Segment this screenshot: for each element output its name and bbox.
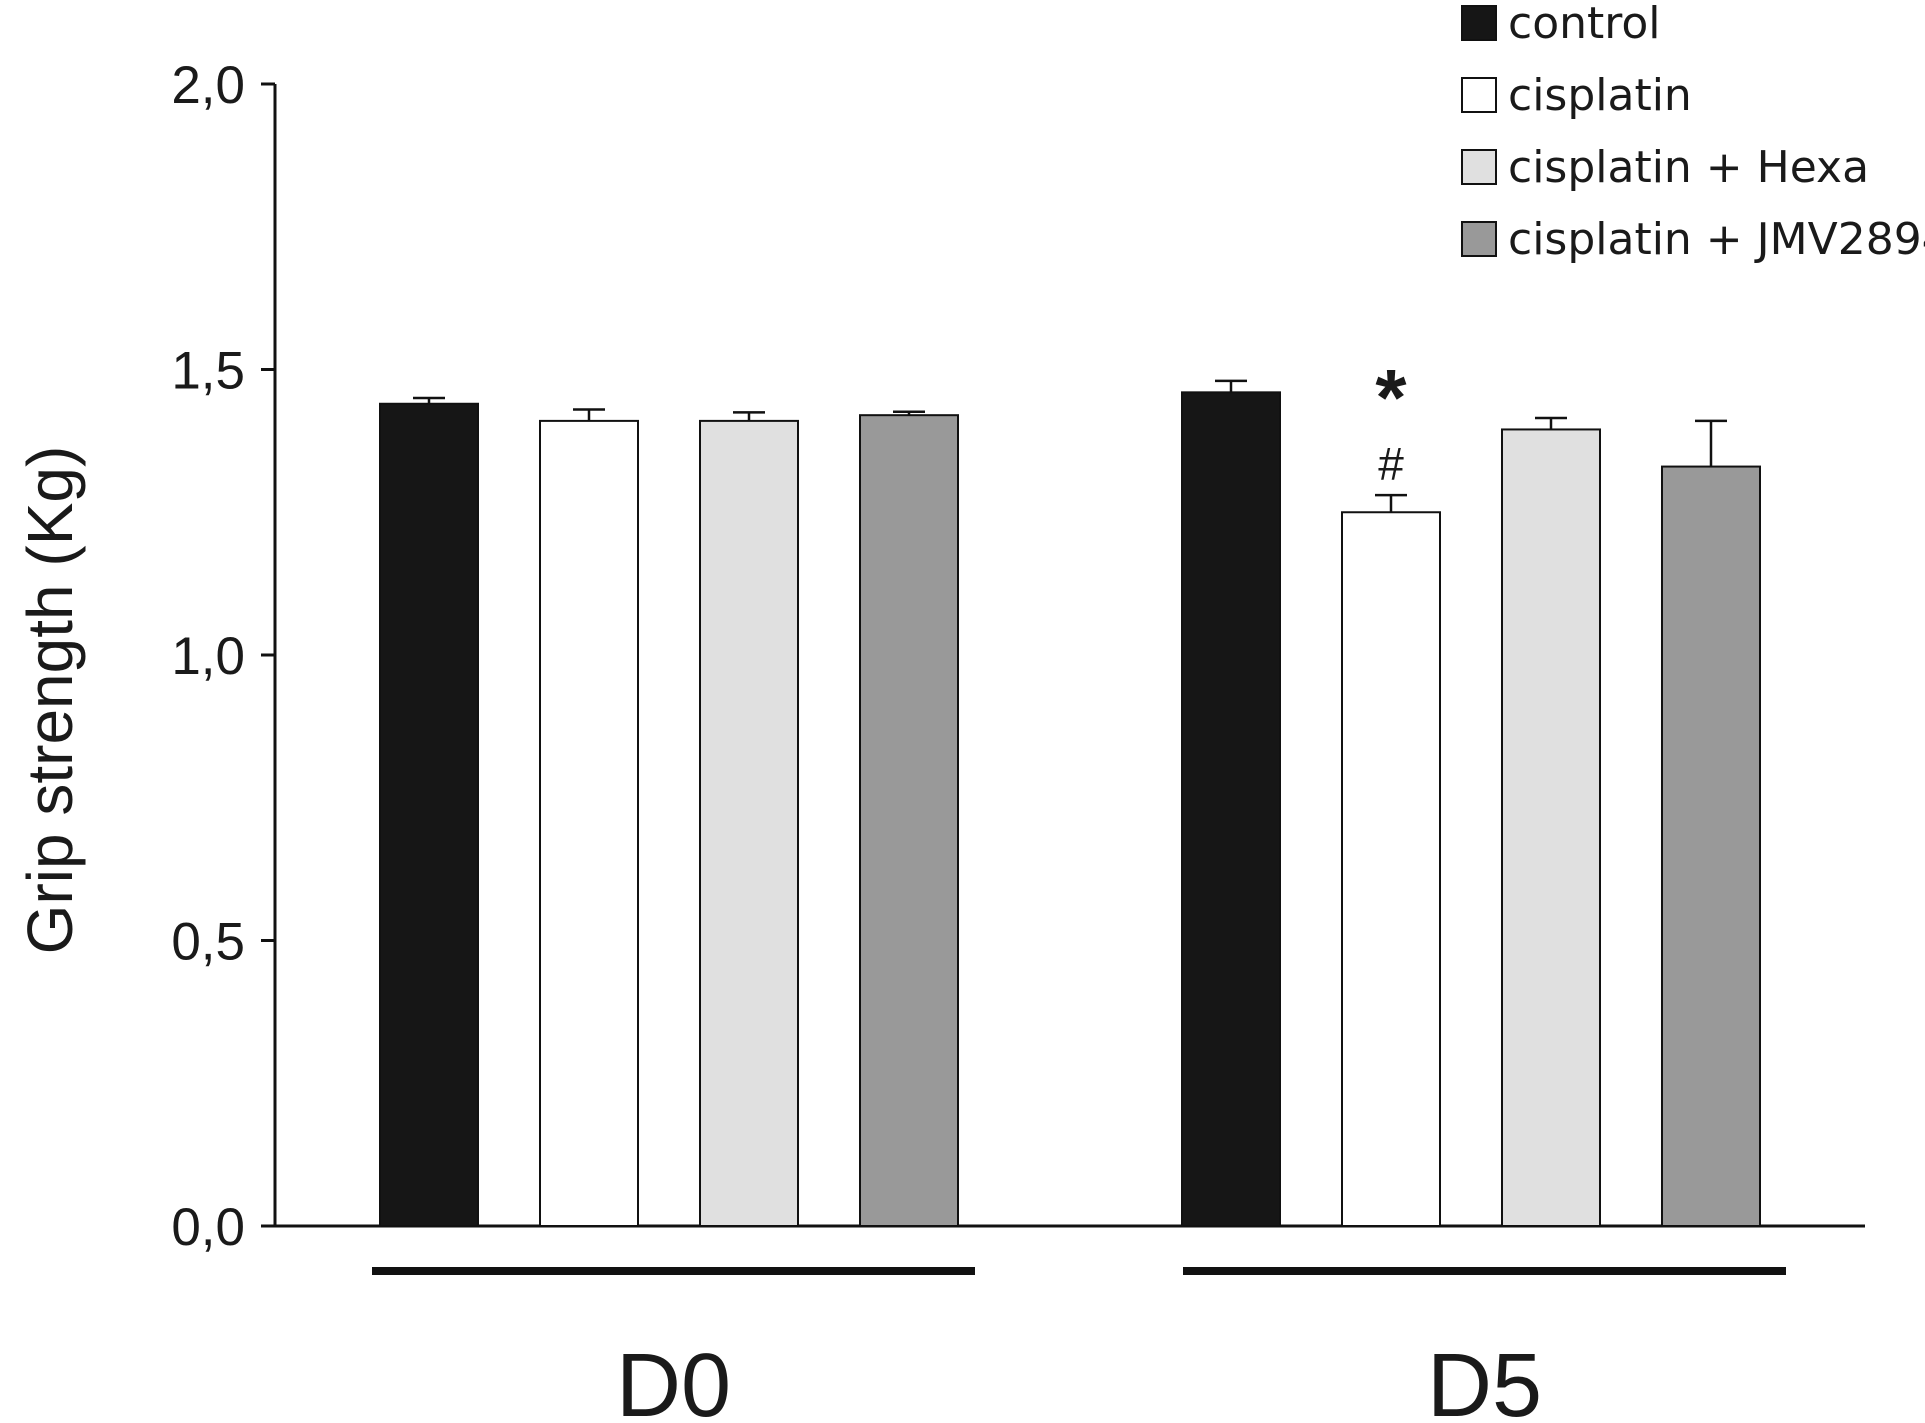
- y-tick-label: 2,0: [171, 56, 245, 115]
- group-labels: D0 D5: [372, 1267, 1786, 1423]
- group-label: D0: [616, 1336, 731, 1423]
- bar-0-3: [859, 414, 959, 1227]
- legend-swatch: [1461, 221, 1497, 257]
- legend-label: cisplatin + Hexa: [1508, 142, 1869, 193]
- y-axis: 0,0 0,5 1,0 1,5 2,0: [171, 56, 277, 1257]
- legend-swatch: [1461, 149, 1497, 185]
- annotations: *#: [1375, 353, 1407, 490]
- bar-0-0: [379, 402, 479, 1227]
- legend: control cisplatin cisplatin + Hexa cisplati…: [1461, 0, 1925, 265]
- legend-label: cisplatin + JMV2894: [1508, 214, 1925, 265]
- significance-asterisk: *: [1375, 353, 1407, 442]
- legend-label: cisplatin: [1508, 70, 1692, 121]
- y-tick-label: 0,0: [171, 1198, 245, 1257]
- legend-swatch: [1461, 5, 1497, 41]
- legend-label: control: [1508, 0, 1661, 49]
- y-tick-label: 1,5: [171, 342, 245, 401]
- y-tick-label: 1,0: [171, 627, 245, 686]
- y-axis-title: Grip strength (Kg): [14, 446, 86, 955]
- bar-series-group: [379, 379, 1761, 1227]
- bar-1-3: [1661, 465, 1761, 1227]
- bar-0-2: [699, 419, 799, 1227]
- y-tick-label: 0,5: [171, 913, 245, 972]
- bar-1-0: [1181, 391, 1281, 1227]
- bar-1-2: [1501, 428, 1601, 1227]
- bar-0-1: [539, 419, 639, 1227]
- group-label: D5: [1427, 1336, 1542, 1423]
- legend-swatch: [1461, 77, 1497, 113]
- bar-1-1: [1341, 511, 1441, 1227]
- significance-hash: #: [1378, 438, 1404, 490]
